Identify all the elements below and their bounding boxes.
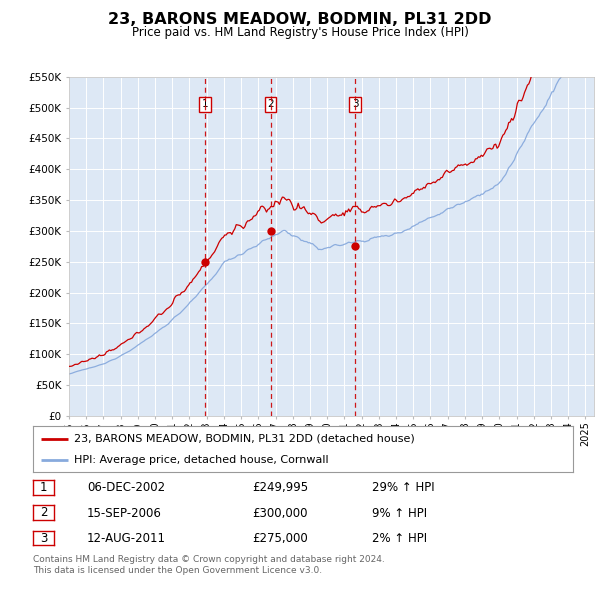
Text: 2: 2	[267, 100, 274, 110]
Text: 23, BARONS MEADOW, BODMIN, PL31 2DD: 23, BARONS MEADOW, BODMIN, PL31 2DD	[108, 12, 492, 27]
Text: 3: 3	[352, 100, 358, 110]
Text: 29% ↑ HPI: 29% ↑ HPI	[372, 481, 434, 494]
Text: Contains HM Land Registry data © Crown copyright and database right 2024.: Contains HM Land Registry data © Crown c…	[33, 555, 385, 563]
Text: Price paid vs. HM Land Registry's House Price Index (HPI): Price paid vs. HM Land Registry's House …	[131, 26, 469, 39]
Text: 1: 1	[202, 100, 209, 110]
Text: £275,000: £275,000	[252, 532, 308, 545]
Text: 2% ↑ HPI: 2% ↑ HPI	[372, 532, 427, 545]
Text: 06-DEC-2002: 06-DEC-2002	[87, 481, 165, 494]
Text: 2: 2	[40, 506, 47, 519]
Text: 12-AUG-2011: 12-AUG-2011	[87, 532, 166, 545]
Text: HPI: Average price, detached house, Cornwall: HPI: Average price, detached house, Corn…	[74, 455, 328, 465]
Text: 9% ↑ HPI: 9% ↑ HPI	[372, 506, 427, 520]
Text: 3: 3	[40, 532, 47, 545]
Text: This data is licensed under the Open Government Licence v3.0.: This data is licensed under the Open Gov…	[33, 566, 322, 575]
Text: £249,995: £249,995	[252, 481, 308, 494]
Text: 23, BARONS MEADOW, BODMIN, PL31 2DD (detached house): 23, BARONS MEADOW, BODMIN, PL31 2DD (det…	[74, 434, 414, 444]
Text: 1: 1	[40, 481, 47, 494]
Text: £300,000: £300,000	[252, 506, 308, 520]
Text: 15-SEP-2006: 15-SEP-2006	[87, 506, 162, 520]
